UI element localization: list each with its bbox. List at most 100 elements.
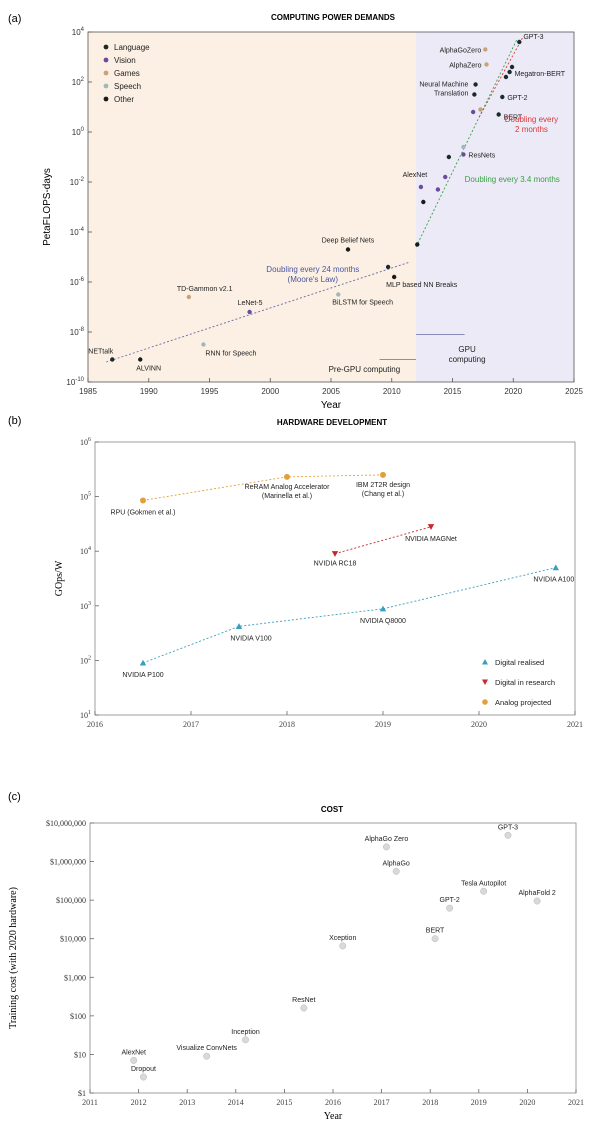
point-label-nvidia-a100: NVIDIA A100 — [533, 577, 574, 584]
y-tick-label: 10-6 — [70, 277, 85, 287]
point-language — [473, 82, 478, 87]
legend-marker-digital-realised — [482, 659, 488, 665]
x-tick-label: 2019 — [471, 1098, 487, 1107]
gpu-computing-label-line2: computing — [449, 355, 486, 364]
chart-c-ticks: 2011 2012 2013 2014 2015 2016 2017 2018 2019 2020… — [46, 819, 584, 1107]
point-label-alexnet: AlexNet — [403, 172, 428, 179]
point-label-gpt-2: GPT-2 — [507, 95, 527, 102]
x-tick-label: 2019 — [375, 720, 391, 729]
y-tick-label: 104 — [80, 546, 91, 556]
chart-c-point-labels: AlexNet Dropout Visualize ConvNets Inceptio… — [121, 824, 555, 1073]
point-nvidia-p100 — [139, 659, 147, 666]
y-tick-label: $100 — [70, 1012, 86, 1021]
y-tick-label: $10,000,000 — [46, 819, 86, 828]
legend-label-other: Other — [114, 95, 134, 104]
point-label-alvinn: ALVINN — [136, 366, 161, 373]
point-label-resnet: ResNet — [292, 997, 315, 1004]
gpu-computing-label-line1: GPU — [458, 345, 476, 354]
point-label-gpt-2: GPT-2 — [440, 897, 460, 904]
point-language — [385, 264, 391, 270]
x-tick-label: 2020 — [504, 387, 522, 396]
x-tick-label: 2021 — [567, 720, 583, 729]
legend-marker-speech — [103, 83, 109, 89]
chart-a-legend: Language Vision Games Speech Other — [103, 43, 150, 104]
point-label-alphago-zero: AlphaGo Zero — [365, 836, 409, 843]
point-ibm-2t2r-design-chang-et-al — [380, 471, 386, 478]
point-mlp-based-nn-breaks — [391, 274, 397, 280]
point-other — [415, 242, 420, 247]
point-alphazero — [484, 62, 489, 67]
point-tesla-autopilot — [480, 887, 488, 895]
point-games — [478, 107, 483, 112]
point-inception — [242, 1036, 249, 1044]
point-label-deep-belief-nets: Deep Belief Nets — [322, 238, 375, 245]
point-label-lenet-5: LeNet-5 — [238, 300, 263, 307]
panel-b: (b) HARDWARE DEVELOPMENT 2016 2017 2018 201… — [8, 415, 583, 729]
x-tick-label: 2017 — [183, 720, 199, 729]
point-rpu-gokmen-et-al — [140, 497, 146, 504]
legend-label-digital-realised: Digital realised — [495, 658, 544, 667]
x-tick-label: 2018 — [279, 720, 295, 729]
legend-label-language: Language — [114, 43, 150, 52]
chart-c-xlabel: Year — [324, 1111, 343, 1122]
chart-a-title: COMPUTING POWER DEMANDS — [271, 13, 396, 22]
point-label-tesla-autopilot: Tesla Autopilot — [461, 880, 506, 887]
y-tick-label: $1 — [78, 1089, 86, 1098]
x-tick-label: 2000 — [261, 387, 279, 396]
point-label-gpt-3: GPT-3 — [523, 34, 543, 41]
point-xception — [339, 942, 347, 950]
gpu-region — [416, 32, 574, 382]
pre-gpu-region — [88, 32, 417, 382]
x-tick-label: 1990 — [140, 387, 158, 396]
point-label-dropout: Dropout — [131, 1066, 156, 1073]
chart-a-annotations: Doubling every 24 months (Moore's Law) D… — [266, 115, 560, 374]
moore-law-label-line1: Doubling every 24 months — [266, 265, 359, 274]
point-label-nvidia-v100: NVIDIA V100 — [230, 635, 271, 642]
point-nvidia-magnet — [427, 524, 435, 530]
point-language — [509, 64, 515, 70]
point-alexnet — [418, 184, 424, 190]
point-nvidia-rc18 — [331, 551, 339, 557]
point-label-alphago: AlphaGo — [383, 860, 410, 867]
point-label-reram-analog-accelerator-marinella-et-al-line1: ReRAM Analog Accelerator — [245, 484, 330, 491]
legend-label-games: Games — [114, 69, 140, 78]
point-vision — [470, 109, 476, 115]
x-tick-label: 2011 — [82, 1098, 98, 1107]
legend-marker-vision — [103, 57, 109, 63]
point-label-visualize-convnets: Visualize ConvNets — [176, 1045, 237, 1052]
series-line-digital-in-research — [334, 526, 432, 555]
x-tick-label: 2015 — [276, 1098, 292, 1107]
point-gpt-3 — [504, 831, 512, 839]
y-tick-label: 106 — [80, 437, 91, 447]
point-alvinn — [138, 357, 143, 362]
point-label-alphafold-2: AlphaFold 2 — [518, 890, 555, 897]
x-tick-label: 2016 — [325, 1098, 341, 1107]
y-tick-label: 10-4 — [70, 227, 85, 237]
point-rnn-for-speech — [201, 342, 206, 347]
chart-b-title: HARDWARE DEVELOPMENT — [277, 418, 387, 427]
point-language — [446, 154, 452, 160]
point-resnet — [300, 1004, 308, 1012]
point-label-gpt-3: GPT-3 — [498, 824, 518, 831]
panel-c: (c) COST 2011 2012 2013 2014 2015 2016 2017 201… — [8, 791, 584, 1122]
legend-marker-digital-in-research — [482, 679, 488, 685]
x-tick-label: 2013 — [179, 1098, 195, 1107]
point-neural-machine-translation — [472, 92, 477, 97]
point-visualize-convnets — [203, 1052, 211, 1060]
red-trend-label-line1: Doubling every — [505, 115, 558, 124]
point-label-nvidia-p100: NVIDIA P100 — [122, 672, 163, 679]
point-label-alphazero: AlphaZero — [449, 63, 481, 70]
x-tick-label: 2012 — [131, 1098, 147, 1107]
y-tick-label: $100,000 — [56, 896, 86, 905]
y-tick-label: $1,000,000 — [50, 858, 86, 867]
point-alphafold-2 — [533, 897, 541, 905]
point-label-resnets: ResNets — [468, 153, 495, 160]
y-tick-label: 10-8 — [70, 327, 85, 337]
x-tick-label: 2005 — [322, 387, 340, 396]
point-resnets — [461, 152, 466, 157]
point-label-alexnet: AlexNet — [121, 1049, 146, 1056]
y-tick-label: 101 — [80, 710, 91, 720]
chart-b-ylabel: GOps/W — [54, 560, 65, 596]
legend-label-analog-projected: Analog projected — [495, 698, 551, 707]
x-tick-label: 1985 — [79, 387, 97, 396]
